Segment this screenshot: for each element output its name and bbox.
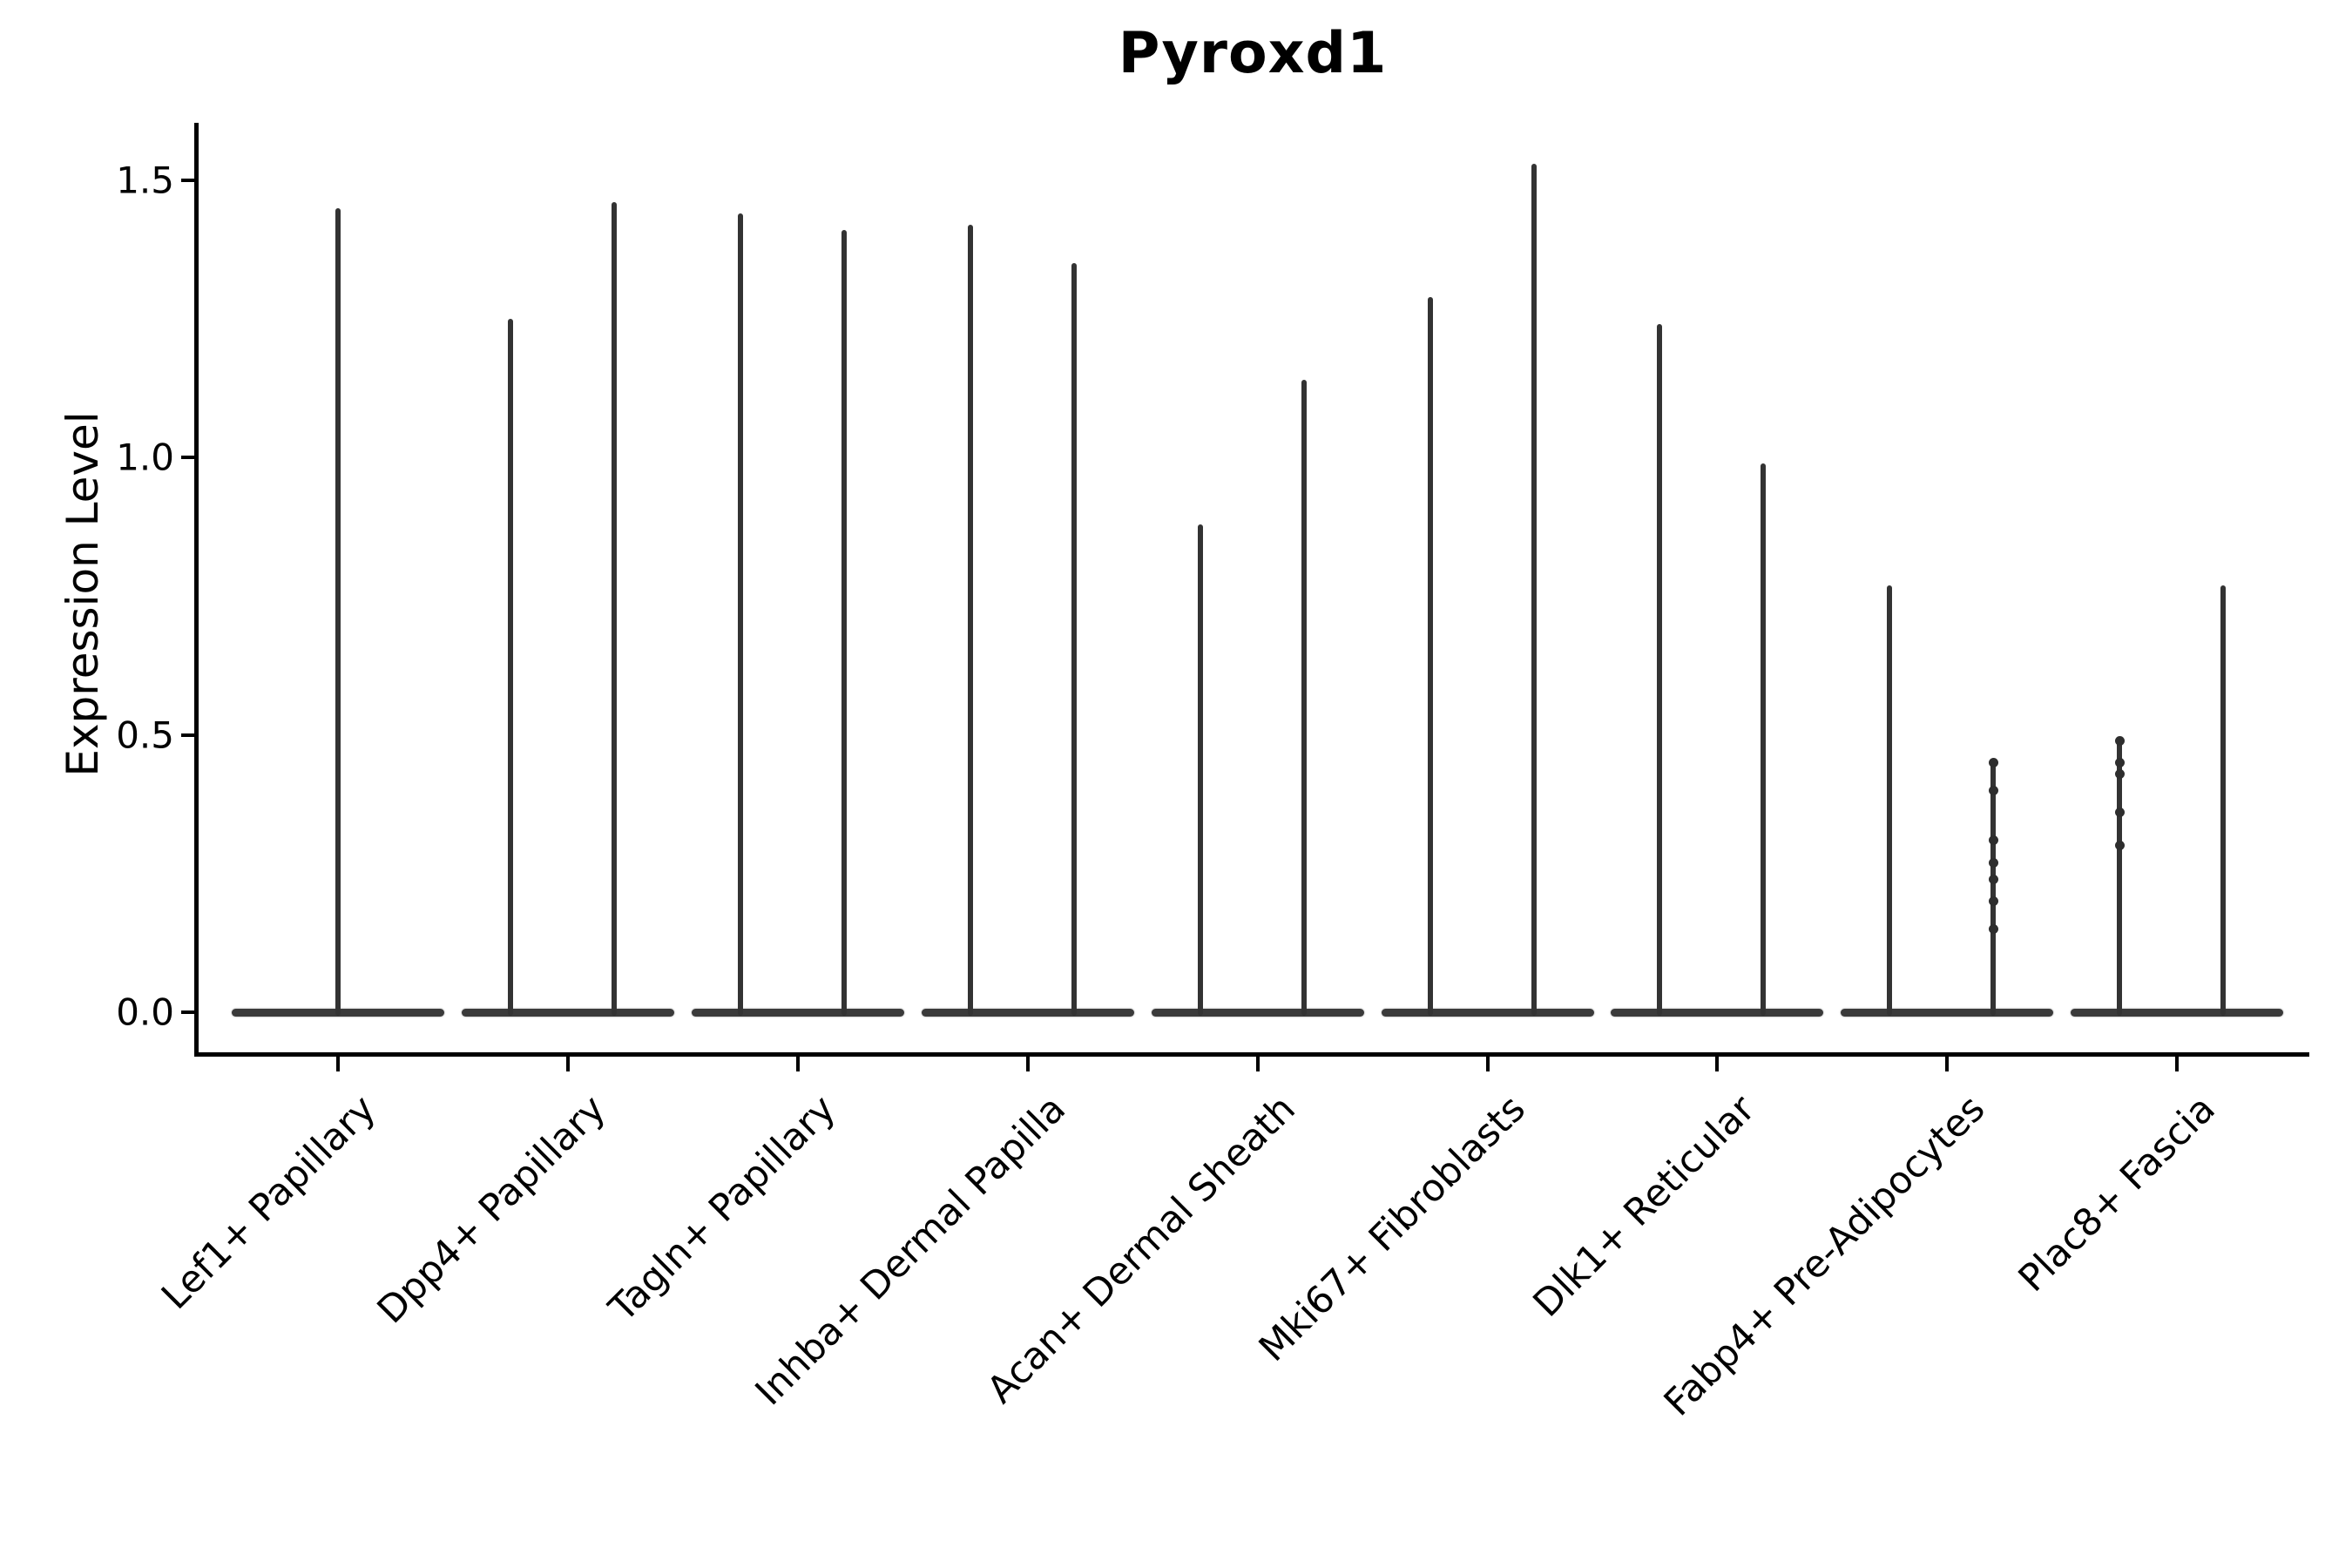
expression-data-point: [2114, 808, 2125, 818]
x-tick-mark: [565, 1057, 570, 1071]
x-tick-label: Plac8+ Fascia: [2010, 1087, 2224, 1301]
x-tick-label: Dlk1+ Reticular: [1525, 1087, 1764, 1326]
violin-spike: [967, 224, 973, 1016]
expression-data-point: [2114, 757, 2125, 767]
y-tick-label: 0.5: [116, 713, 174, 757]
violin-spike: [1990, 762, 1997, 1016]
violin-base: [1841, 1009, 2054, 1017]
violin-spike: [2220, 585, 2227, 1016]
expression-data-point: [1988, 757, 1998, 767]
violin-spike: [841, 230, 847, 1016]
x-tick-mark: [795, 1057, 800, 1071]
violin-spike: [507, 319, 513, 1016]
violin-spike: [1657, 324, 1663, 1016]
violin-base: [691, 1009, 904, 1017]
y-tick-label: 1.0: [116, 436, 174, 479]
x-tick-label: Dpp4+ Papillary: [369, 1087, 615, 1333]
y-tick-label: 1.5: [116, 159, 174, 202]
expression-data-point: [1988, 835, 1998, 846]
violin-spike: [335, 207, 341, 1016]
x-tick-label: Tagln+ Papillary: [601, 1087, 845, 1331]
chart-title: Pyroxd1: [1118, 21, 1388, 86]
expression-data-point: [1988, 923, 1998, 934]
y-tick-mark: [181, 1010, 194, 1014]
x-tick-mark: [1485, 1057, 1490, 1071]
x-axis-spine: [194, 1052, 2309, 1057]
x-tick-mark: [1255, 1057, 1260, 1071]
violin-spike: [1427, 296, 1433, 1016]
violin-base: [1611, 1009, 1824, 1017]
violin-spike: [1531, 163, 1537, 1016]
x-tick-mark: [2175, 1057, 2180, 1071]
expression-data-point: [1988, 785, 1998, 795]
violin-spike: [1071, 263, 1077, 1016]
x-tick-mark: [336, 1057, 340, 1071]
violin-base: [461, 1009, 674, 1017]
expression-data-point: [2114, 768, 2125, 779]
violin-base: [1381, 1009, 1594, 1017]
x-tick-mark: [1945, 1057, 1950, 1071]
y-tick-mark: [181, 456, 194, 460]
violin-spike: [1761, 463, 1767, 1016]
y-axis-spine: [194, 123, 199, 1057]
violin-spike: [1887, 585, 1893, 1016]
violin-base: [1151, 1009, 1364, 1017]
y-tick-label: 0.0: [116, 990, 174, 1034]
violin-spike: [1301, 380, 1307, 1016]
violin-spike: [2117, 740, 2123, 1016]
violin-base: [921, 1009, 1134, 1017]
expression-data-point: [1988, 874, 1998, 884]
expression-data-point: [2114, 735, 2125, 746]
violin-spike: [1197, 524, 1203, 1016]
y-tick-mark: [181, 178, 194, 182]
expression-data-point: [2114, 841, 2125, 851]
violin-spike: [737, 213, 743, 1016]
expression-data-point: [1988, 857, 1998, 868]
x-tick-mark: [1715, 1057, 1720, 1071]
expression-data-point: [1988, 896, 1998, 907]
x-tick-label: Mki67+ Fibroblasts: [1250, 1087, 1534, 1370]
x-tick-mark: [1025, 1057, 1030, 1071]
violin-base: [2071, 1009, 2284, 1017]
violin-spike: [611, 202, 617, 1016]
y-tick-mark: [181, 733, 194, 737]
x-tick-label: Lef1+ Papillary: [153, 1087, 385, 1319]
